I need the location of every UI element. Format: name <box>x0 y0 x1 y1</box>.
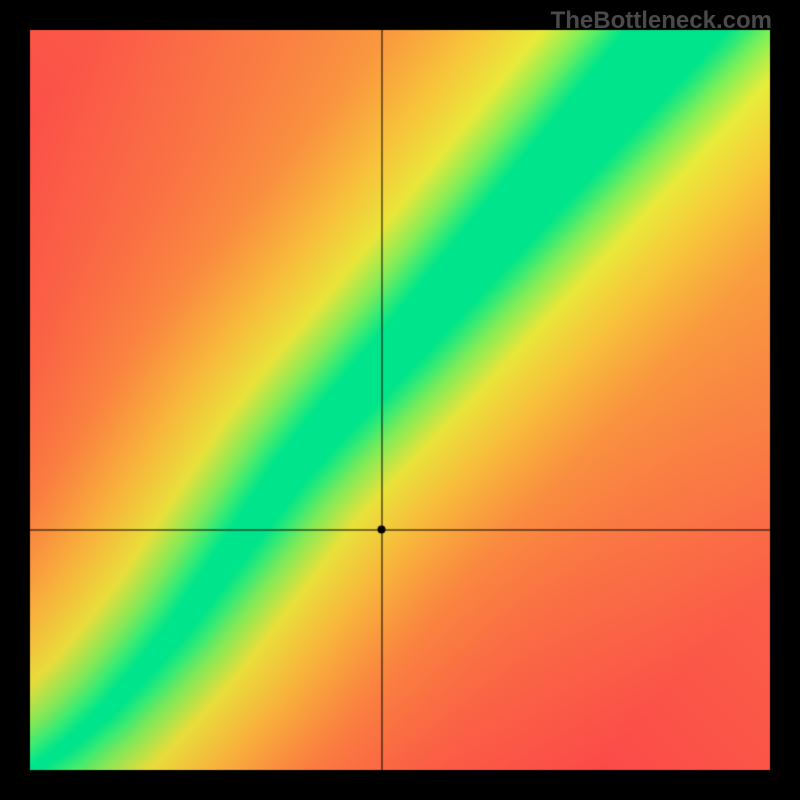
watermark-text: TheBottleneck.com <box>551 7 772 35</box>
bottleneck-heatmap <box>0 0 800 800</box>
chart-container: TheBottleneck.com <box>0 0 800 800</box>
